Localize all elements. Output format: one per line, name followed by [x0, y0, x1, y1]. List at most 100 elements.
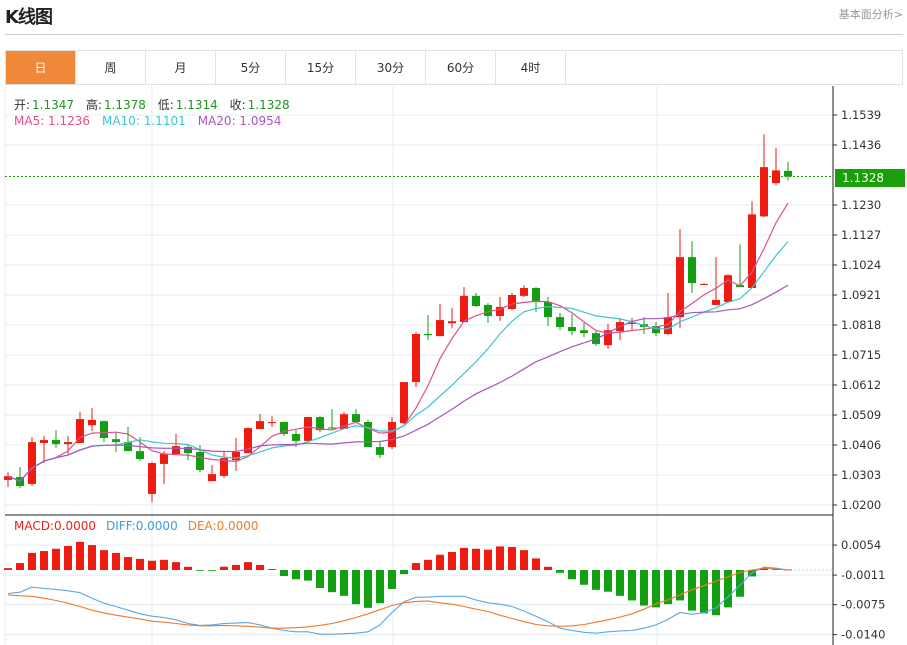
- price-tick-label: 1.0715: [841, 348, 881, 362]
- price-tick-label: 1.1127: [841, 228, 881, 242]
- ohlc-legend: 开: 1.1347 高: 1.1378 低: 1.1314 收: 1.1328: [14, 96, 298, 113]
- low-label: 低:: [157, 98, 174, 112]
- period-tabs: 日 周 月 5分 15分 30分 60分 4时: [5, 50, 903, 85]
- candle-body: [208, 474, 216, 482]
- open-label: 开:: [14, 98, 31, 112]
- macd-bar: [508, 546, 516, 570]
- macd-bar: [16, 563, 24, 570]
- candle-body: [160, 454, 168, 464]
- high-value: 1.1378: [103, 98, 146, 112]
- tab-week[interactable]: 周: [76, 51, 146, 84]
- macd-bar: [388, 570, 396, 589]
- tab-60min[interactable]: 60分: [426, 51, 496, 84]
- candle-body: [244, 428, 252, 454]
- price-tick-label: 1.0612: [841, 378, 881, 392]
- candle-body: [448, 321, 456, 324]
- candle-body: [292, 433, 300, 441]
- candle: [352, 409, 360, 424]
- macd-legend: MACD:0.0000 DIFF:0.0000 DEA:0.0000: [14, 519, 261, 533]
- candle-body: [520, 288, 528, 296]
- candle: [556, 313, 564, 331]
- tab-month[interactable]: 月: [146, 51, 216, 84]
- macd-bar: [52, 548, 60, 570]
- price-tick-label: 1.1230: [841, 198, 881, 212]
- macd-bar: [460, 547, 468, 570]
- candle: [784, 161, 792, 181]
- candle: [376, 442, 384, 459]
- candle-body: [628, 322, 636, 324]
- candle-body: [364, 421, 372, 448]
- candle: [184, 445, 192, 461]
- price-tick-label: 1.1024: [841, 258, 881, 272]
- macd-bar: [376, 570, 384, 604]
- candle: [484, 303, 492, 323]
- candle: [688, 241, 696, 293]
- ma5-legend: MA5: 1.1236: [14, 114, 91, 128]
- tab-15min[interactable]: 15分: [286, 51, 356, 84]
- candle-body: [376, 447, 384, 455]
- candle-body: [232, 451, 240, 461]
- candle: [232, 438, 240, 471]
- candle-body: [124, 442, 132, 452]
- macd-bar: [556, 570, 564, 573]
- macd-bar: [496, 546, 504, 570]
- price-tick-label: 1.0303: [841, 468, 881, 482]
- candle-body: [436, 320, 444, 337]
- candle: [208, 465, 216, 482]
- macd-legend-value: MACD:0.0000: [14, 519, 97, 533]
- candle: [676, 229, 684, 329]
- candle-body: [652, 326, 660, 334]
- candle: [736, 244, 744, 288]
- macd-bar: [28, 552, 36, 570]
- macd-bar: [304, 570, 312, 581]
- dea-line: [7, 567, 789, 629]
- macd-bar: [148, 560, 156, 570]
- candle: [724, 274, 732, 304]
- candle-body: [484, 304, 492, 316]
- macd-bar: [244, 562, 252, 570]
- macd-bar: [196, 570, 204, 571]
- macd-bar: [172, 562, 180, 570]
- macd-bar: [124, 557, 132, 570]
- candle: [436, 304, 444, 337]
- candle-body: [556, 317, 564, 328]
- candle-body: [352, 414, 360, 422]
- macd-bar: [316, 570, 324, 588]
- macd-bar: [4, 568, 12, 570]
- candle: [508, 292, 516, 311]
- macd-bar: [700, 570, 708, 614]
- candle: [400, 382, 408, 425]
- candle: [712, 257, 720, 305]
- tab-day[interactable]: 日: [6, 51, 76, 84]
- candle-body: [508, 295, 516, 309]
- high-label: 高:: [85, 98, 102, 112]
- diff-legend-value: DIFF:0.0000: [106, 519, 178, 533]
- candle: [580, 322, 588, 338]
- candle-body: [196, 451, 204, 471]
- macd-bar: [292, 570, 300, 580]
- macd-bar: [112, 552, 120, 570]
- price-tick-label: 1.0818: [841, 318, 881, 332]
- tab-30min[interactable]: 30分: [356, 51, 426, 84]
- price-tick-label: 1.1436: [841, 138, 881, 152]
- macd-bar: [256, 564, 264, 570]
- candle: [28, 437, 36, 487]
- fundamental-analysis-link[interactable]: 基本面分析>: [838, 8, 903, 21]
- candle: [88, 408, 96, 432]
- macd-bar: [232, 564, 240, 570]
- candle-body: [316, 417, 324, 431]
- macd-bar: [436, 554, 444, 570]
- macd-bar: [424, 559, 432, 570]
- tab-4hour[interactable]: 4时: [496, 51, 566, 84]
- candle-body: [700, 283, 708, 285]
- candle: [40, 435, 48, 464]
- macd-tick-label: 0.0054: [841, 538, 881, 552]
- tab-5min[interactable]: 5分: [216, 51, 286, 84]
- macd-bar: [64, 546, 72, 570]
- price-tick-label: 1.0921: [841, 288, 881, 302]
- candle: [268, 416, 276, 427]
- candle-body: [388, 421, 396, 448]
- candle: [364, 419, 372, 448]
- current-price-tag: 1.1328: [835, 169, 905, 187]
